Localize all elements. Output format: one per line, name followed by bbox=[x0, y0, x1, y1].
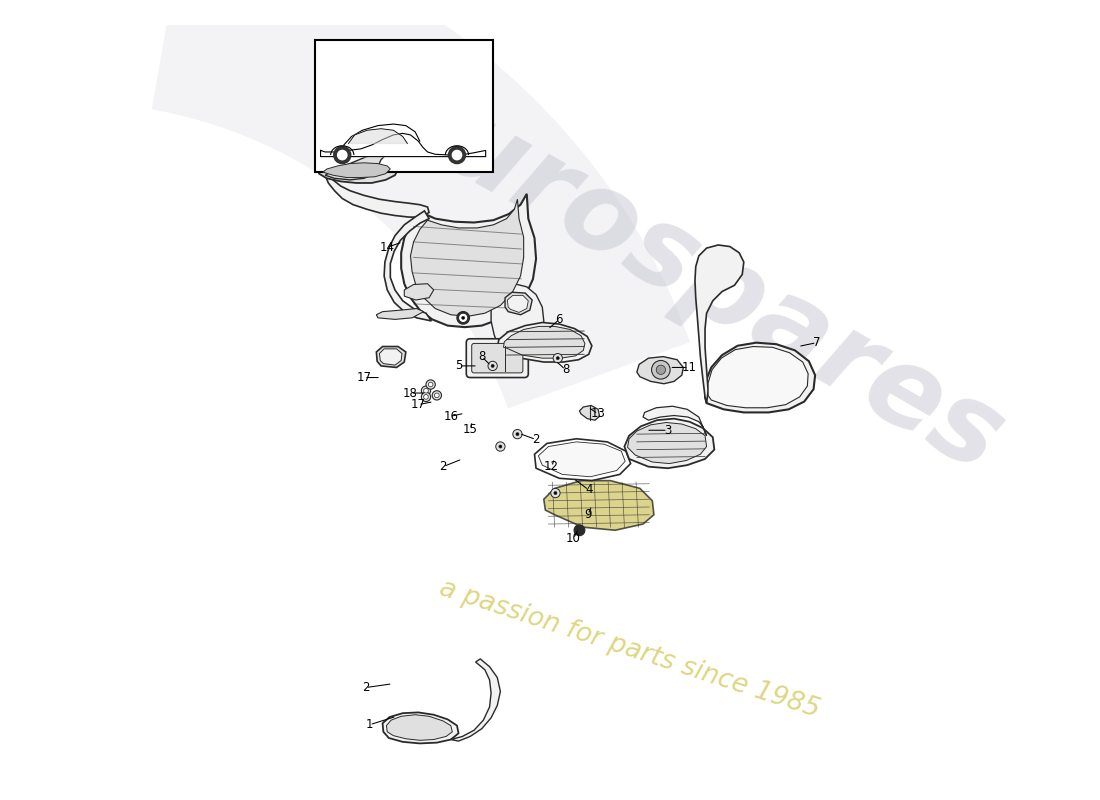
Text: 9: 9 bbox=[584, 508, 592, 522]
Circle shape bbox=[428, 382, 433, 387]
Circle shape bbox=[434, 393, 439, 398]
Circle shape bbox=[557, 357, 559, 360]
Polygon shape bbox=[708, 346, 808, 408]
FancyBboxPatch shape bbox=[466, 338, 528, 378]
Polygon shape bbox=[507, 295, 528, 313]
Polygon shape bbox=[379, 349, 401, 365]
Polygon shape bbox=[705, 342, 815, 413]
Polygon shape bbox=[505, 292, 532, 314]
Polygon shape bbox=[637, 357, 683, 384]
Text: 2: 2 bbox=[362, 681, 370, 694]
Polygon shape bbox=[376, 309, 424, 319]
Text: 2: 2 bbox=[532, 433, 540, 446]
Polygon shape bbox=[402, 194, 536, 327]
Circle shape bbox=[333, 146, 351, 163]
Circle shape bbox=[462, 316, 464, 319]
Polygon shape bbox=[543, 481, 653, 530]
Text: 17: 17 bbox=[356, 371, 372, 384]
Circle shape bbox=[554, 491, 557, 494]
Polygon shape bbox=[383, 713, 459, 743]
Polygon shape bbox=[410, 199, 524, 316]
Circle shape bbox=[421, 386, 430, 395]
Text: 11: 11 bbox=[681, 361, 696, 374]
Text: 18: 18 bbox=[403, 386, 418, 399]
Text: 5: 5 bbox=[455, 359, 462, 373]
Polygon shape bbox=[451, 659, 501, 741]
Text: 17: 17 bbox=[410, 398, 426, 411]
Text: 16: 16 bbox=[443, 410, 459, 422]
Polygon shape bbox=[627, 422, 706, 463]
Polygon shape bbox=[695, 245, 744, 403]
Polygon shape bbox=[405, 284, 433, 300]
Circle shape bbox=[449, 146, 465, 163]
Circle shape bbox=[452, 150, 462, 160]
Circle shape bbox=[424, 388, 428, 393]
Circle shape bbox=[498, 445, 502, 448]
Text: 14: 14 bbox=[379, 241, 395, 254]
Polygon shape bbox=[349, 129, 407, 143]
Circle shape bbox=[496, 442, 505, 451]
Text: 7: 7 bbox=[813, 336, 821, 349]
Polygon shape bbox=[386, 714, 452, 740]
Circle shape bbox=[338, 150, 346, 160]
Polygon shape bbox=[320, 134, 486, 157]
Polygon shape bbox=[580, 406, 600, 420]
Circle shape bbox=[553, 354, 562, 363]
Circle shape bbox=[432, 390, 441, 400]
Polygon shape bbox=[328, 155, 383, 180]
Circle shape bbox=[460, 314, 466, 321]
Circle shape bbox=[513, 430, 522, 438]
Text: 2: 2 bbox=[439, 460, 447, 473]
Circle shape bbox=[491, 364, 494, 367]
Text: 8: 8 bbox=[562, 363, 569, 376]
Text: 1: 1 bbox=[365, 718, 373, 731]
Polygon shape bbox=[625, 418, 714, 468]
Text: 15: 15 bbox=[463, 423, 477, 436]
Circle shape bbox=[657, 365, 665, 374]
Text: a passion for parts since 1985: a passion for parts since 1985 bbox=[436, 575, 823, 722]
Circle shape bbox=[488, 362, 497, 370]
Polygon shape bbox=[504, 326, 585, 358]
Circle shape bbox=[551, 488, 560, 498]
Polygon shape bbox=[644, 406, 706, 436]
Circle shape bbox=[516, 433, 519, 436]
Polygon shape bbox=[326, 152, 387, 180]
Circle shape bbox=[421, 392, 430, 402]
Text: 10: 10 bbox=[565, 532, 581, 546]
Circle shape bbox=[456, 312, 470, 324]
Polygon shape bbox=[384, 211, 431, 321]
Polygon shape bbox=[538, 442, 625, 477]
Text: 4: 4 bbox=[585, 483, 593, 497]
Circle shape bbox=[426, 380, 436, 389]
Text: 13: 13 bbox=[591, 407, 605, 421]
Circle shape bbox=[574, 525, 585, 536]
Text: eurospares: eurospares bbox=[360, 51, 1022, 495]
Polygon shape bbox=[326, 174, 429, 217]
Text: 12: 12 bbox=[544, 460, 559, 473]
Circle shape bbox=[459, 313, 468, 322]
Polygon shape bbox=[319, 160, 398, 183]
Text: 3: 3 bbox=[664, 424, 671, 437]
Polygon shape bbox=[491, 284, 543, 357]
Text: 8: 8 bbox=[478, 350, 485, 363]
Circle shape bbox=[424, 394, 428, 399]
Bar bbox=[315, 40, 494, 172]
Circle shape bbox=[651, 361, 670, 379]
Polygon shape bbox=[323, 163, 390, 178]
Polygon shape bbox=[376, 346, 406, 367]
Polygon shape bbox=[497, 322, 592, 362]
Polygon shape bbox=[152, 0, 690, 408]
Text: 6: 6 bbox=[556, 313, 563, 326]
FancyBboxPatch shape bbox=[472, 343, 522, 373]
